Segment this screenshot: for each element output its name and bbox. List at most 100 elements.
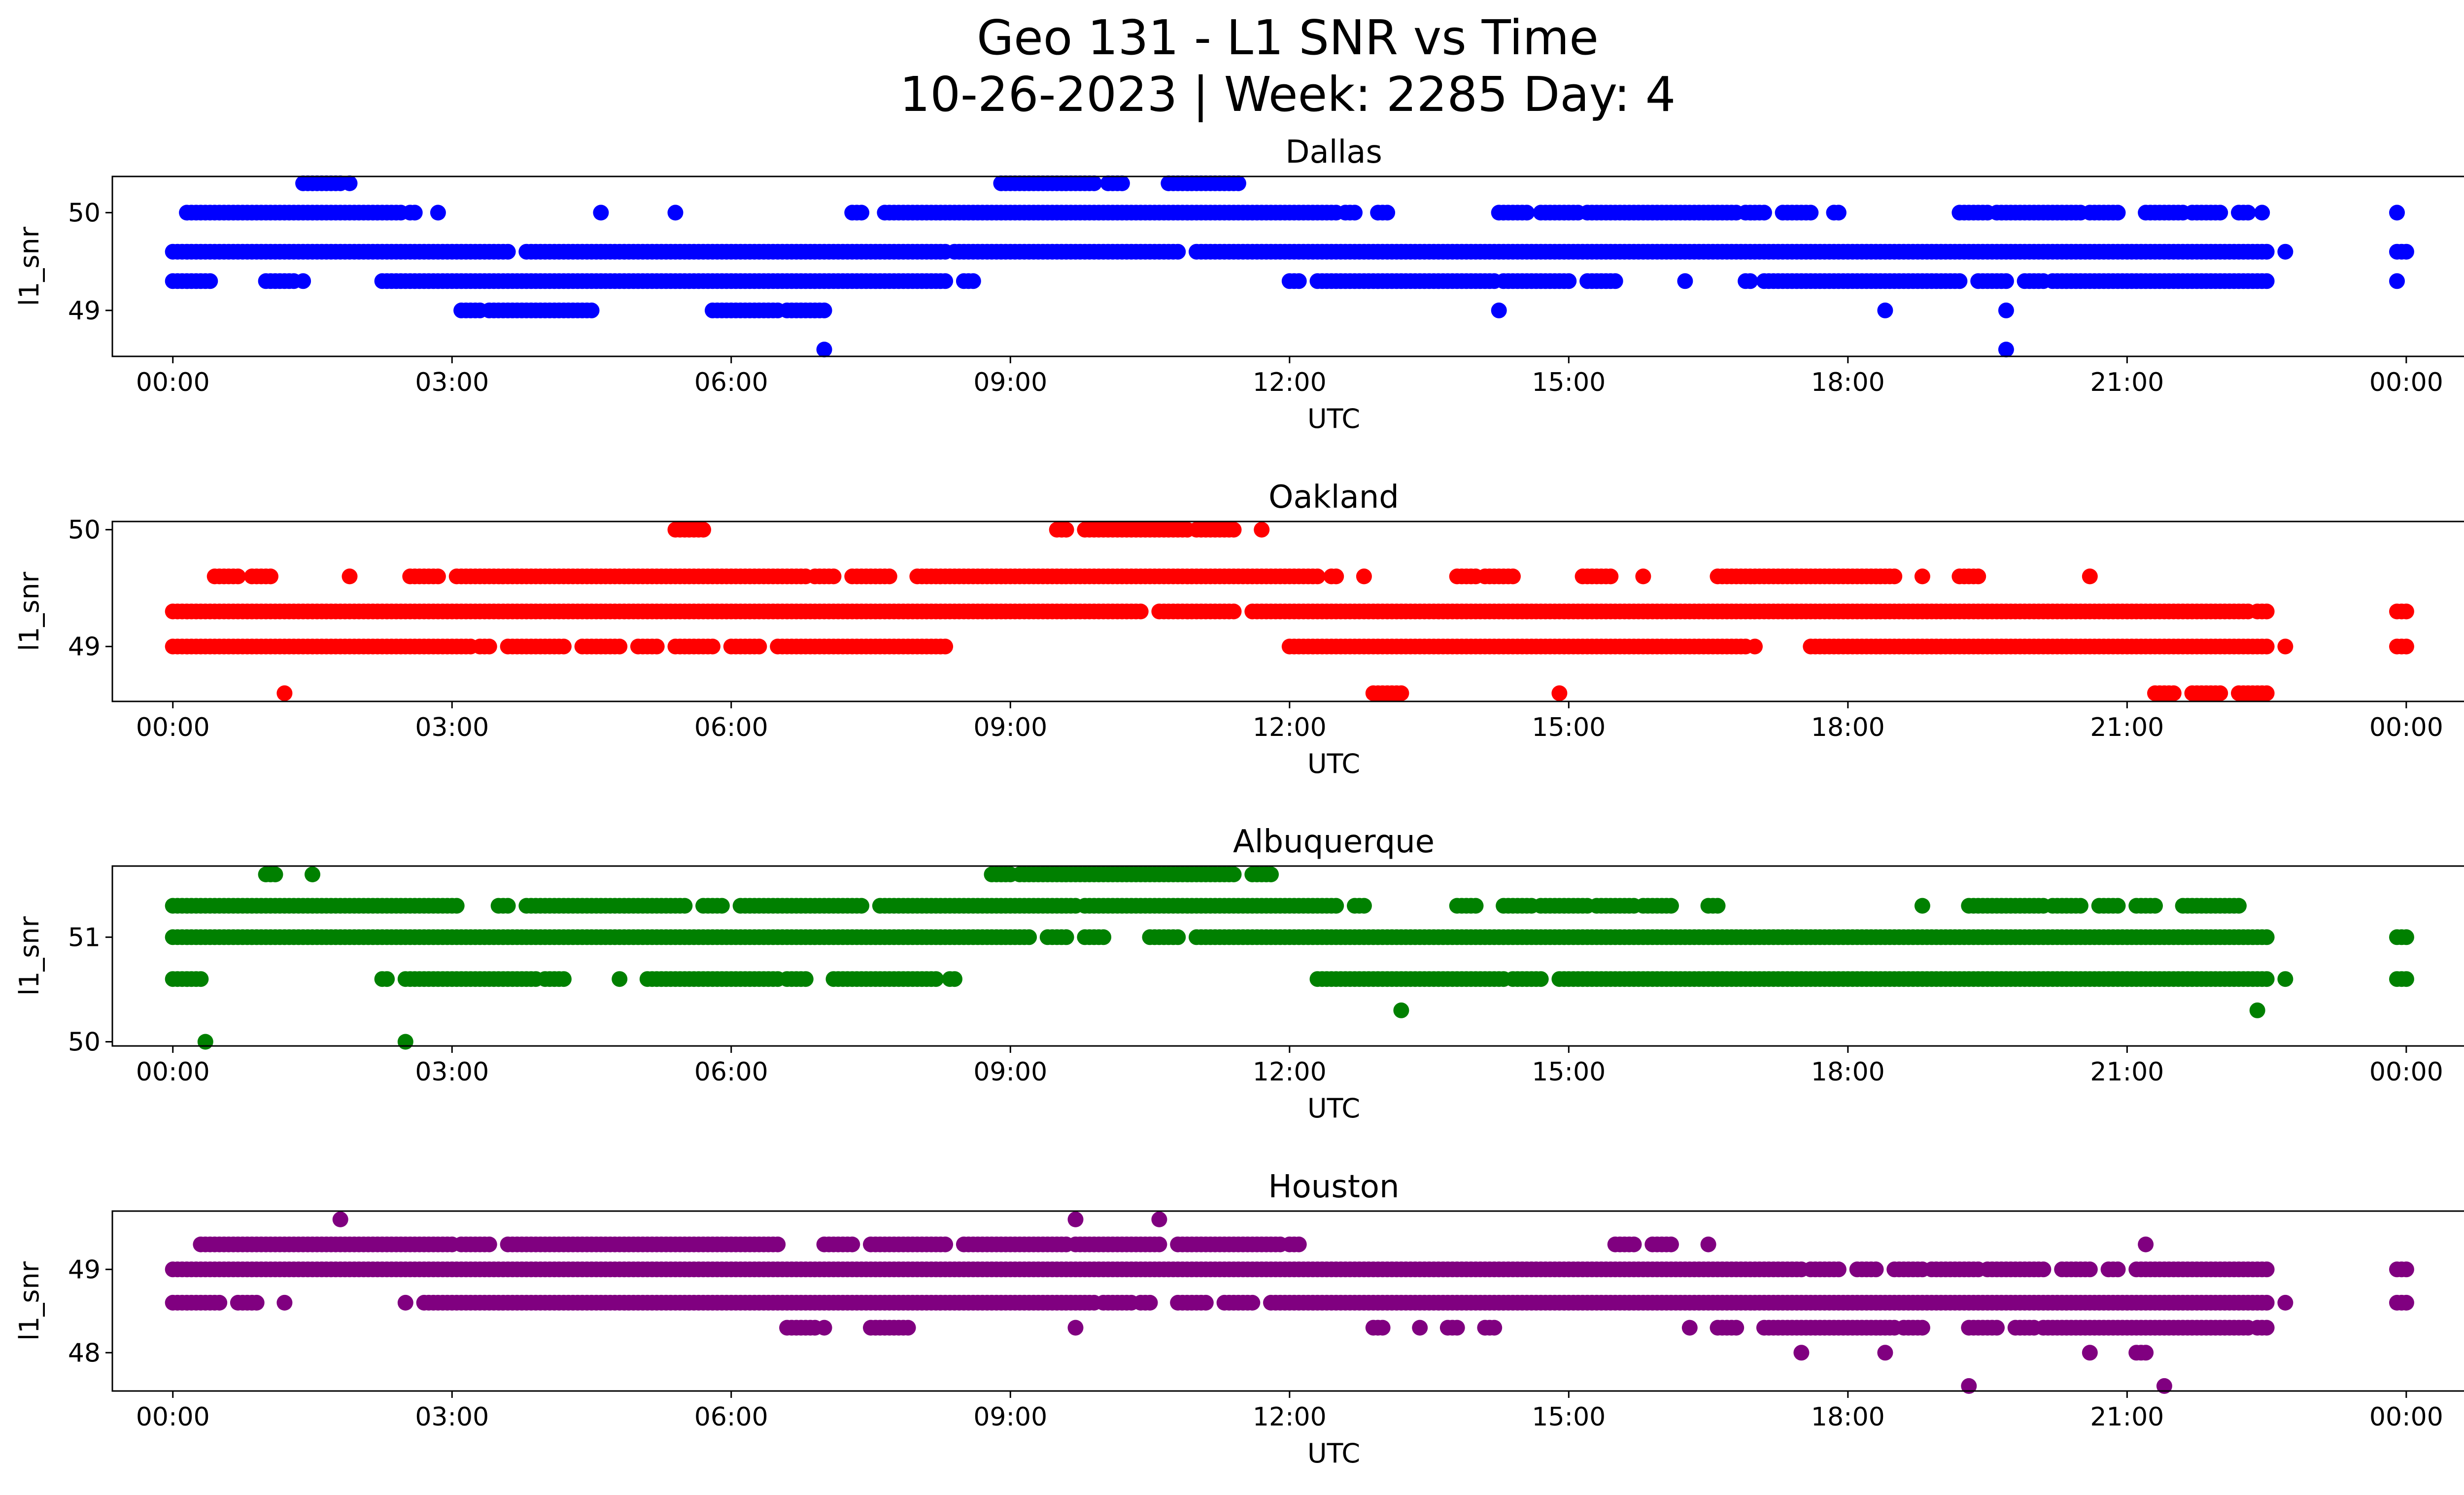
data-point [1830, 205, 1847, 221]
houston-xtick-label: 00:00 [2369, 1402, 2443, 1432]
houston-run-5-3 [2128, 1345, 2154, 1361]
data-point [2398, 929, 2414, 945]
oakland-run-1-17 [1951, 568, 1986, 585]
data-point [1086, 175, 1102, 191]
dallas-run-4-3 [779, 302, 832, 318]
figure-title-line1: Geo 131 - L1 SNR vs Time [977, 10, 1599, 66]
oakland-run-1-7 [909, 568, 1326, 585]
data-point [1747, 638, 1763, 655]
oakland-ytick-label: 49 [68, 632, 101, 662]
data-point [430, 568, 446, 585]
houston-run-1-2 [500, 1236, 786, 1252]
dallas-xtick-label: 18:00 [1811, 368, 1885, 397]
oakland-run-4-1 [1365, 685, 1409, 701]
dallas-run-3-3 [374, 273, 954, 289]
data-point [2398, 638, 2414, 655]
houston-run-2-2 [1849, 1261, 1884, 1278]
houston-run-2-5 [1980, 1261, 2052, 1278]
dallas-run-5-0 [816, 342, 832, 358]
data-point [1677, 273, 1693, 289]
albuquerque-run-3-9 [1309, 971, 1512, 987]
data-point [1244, 1294, 1261, 1311]
data-point [825, 568, 842, 585]
data-point [770, 1236, 786, 1252]
houston-run-5-1 [1877, 1345, 1893, 1361]
albuquerque-run-0-4 [1244, 867, 1279, 882]
oakland-run-0-3 [1189, 522, 1242, 538]
houston-run-1-8 [1281, 1236, 1307, 1252]
dallas-run-4-4 [1491, 302, 1507, 318]
data-point [705, 638, 720, 655]
data-point [2389, 273, 2405, 289]
houston-run-2-8 [2128, 1261, 2275, 1278]
oakland-run-1-11 [1477, 568, 1521, 585]
houston-run-0-2 [1151, 1211, 1167, 1227]
houston-run-1-6 [1067, 1236, 1167, 1252]
data-point [1347, 205, 1363, 221]
data-point [295, 273, 311, 289]
data-point [2254, 205, 2270, 221]
dallas-xtick-label: 09:00 [973, 368, 1047, 397]
data-point [1291, 273, 1307, 289]
data-point [1226, 867, 1242, 882]
oakland-run-1-4 [448, 568, 814, 585]
houston-run-0-1 [1067, 1211, 1084, 1227]
dallas-xtick-label: 03:00 [415, 368, 489, 397]
houston-ytick-label: 49 [68, 1255, 101, 1285]
oakland-run-1-18 [2082, 568, 2098, 585]
oakland-run-1-13 [1635, 568, 1651, 585]
data-point [612, 638, 628, 655]
data-point [555, 638, 572, 655]
albuquerque-run-1-18 [2128, 898, 2163, 914]
houston-run-4-12 [1961, 1320, 2005, 1336]
data-point [797, 971, 814, 987]
houston-xtick-label: 09:00 [973, 1402, 1047, 1432]
houston-run-1-0 [193, 1236, 460, 1252]
data-point [2249, 1002, 2265, 1018]
oakland-run-4-5 [2231, 685, 2275, 701]
oakland-run-3-8 [1281, 638, 1754, 655]
data-point [2259, 243, 2275, 260]
houston-run-3-8 [1216, 1294, 1261, 1311]
data-point [1551, 685, 1568, 701]
data-point [1058, 522, 1074, 538]
data-point [937, 638, 954, 655]
albuquerque-run-1-13 [1700, 898, 1726, 914]
data-point [1877, 1345, 1893, 1361]
albuquerque-run-1-1 [490, 898, 516, 914]
houston-run-4-8 [1681, 1320, 1698, 1336]
albuquerque-run-3-1 [374, 971, 395, 987]
oakland-run-3-0 [165, 638, 479, 655]
data-point [267, 867, 283, 882]
data-point [1198, 1294, 1214, 1311]
dallas-run-1-22 [2389, 205, 2405, 221]
data-point [1681, 1320, 1698, 1336]
dallas-run-1-2 [430, 205, 446, 221]
houston-run-0-0 [332, 1211, 348, 1227]
data-point [2156, 1378, 2172, 1394]
albuquerque-run-1-16 [2045, 898, 2088, 914]
houston-axes-frame [111, 1210, 2464, 1392]
dallas-run-1-9 [1491, 205, 1535, 221]
houston-run-1-1 [453, 1236, 497, 1252]
dallas-run-1-21 [2254, 205, 2270, 221]
data-point [1170, 243, 1186, 260]
data-point [2398, 1294, 2414, 1311]
dallas-run-2-1 [518, 243, 954, 260]
oakland-run-3-3 [574, 638, 628, 655]
houston-run-3-6 [1132, 1294, 1158, 1311]
houston-run-4-10 [1756, 1320, 1903, 1336]
data-point [1393, 685, 1409, 701]
data-point [1961, 1378, 1977, 1394]
dallas-run-2-0 [165, 243, 516, 260]
figure-title-line2: 10-26-2023 | Week: 2285 Day: 4 [900, 67, 1676, 123]
albuquerque-run-1-19 [2175, 898, 2247, 914]
dallas-run-3-11 [1756, 273, 1968, 289]
houston-run-4-2 [863, 1320, 916, 1336]
houston-ytick-label: 48 [68, 1338, 101, 1368]
albuquerque-run-3-3 [537, 971, 572, 987]
oakland-xtick-label: 18:00 [1811, 713, 1885, 742]
data-point [1914, 568, 1930, 585]
albuquerque-run-3-2 [397, 971, 544, 987]
